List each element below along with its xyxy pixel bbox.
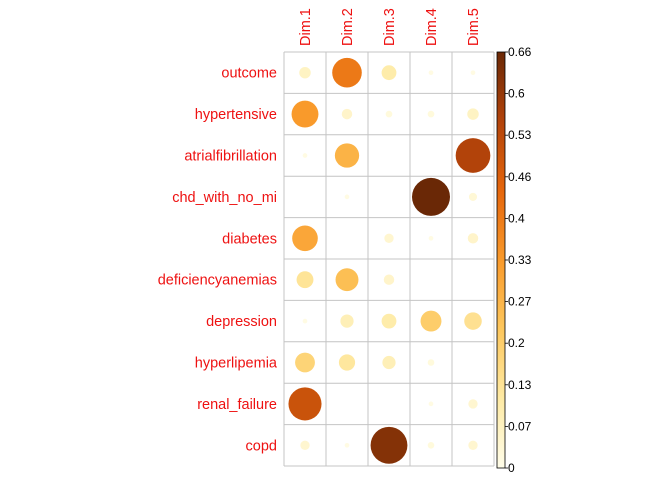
color-bar-tick-label: 0.6 (508, 87, 525, 101)
row-label: atrialfibrillation (184, 149, 277, 165)
value-circle (420, 310, 442, 332)
value-circle (467, 108, 479, 120)
value-circle (344, 194, 350, 200)
column-label: Dim.3 (382, 8, 398, 46)
value-circle (383, 274, 395, 285)
color-legend: 0 0.07 0.13 0.2 0.27 0.33 0.4 0.46 0.53 0.6 0.66 (496, 45, 532, 475)
value-circle (428, 401, 434, 407)
circle-markers (288, 57, 491, 464)
color-bar-tick-label: 0.07 (508, 419, 532, 433)
column-label: Dim.2 (340, 8, 356, 46)
value-circle (300, 440, 310, 450)
value-circle (427, 110, 435, 118)
row-label: copd (246, 438, 277, 454)
column-labels: Dim.1 Dim.2 Dim.3 Dim.4 Dim.5 (298, 8, 482, 46)
value-circle (291, 100, 319, 128)
value-circle (385, 110, 393, 118)
column-label: Dim.4 (424, 8, 440, 46)
column-label: Dim.1 (298, 8, 314, 46)
row-label: deficiencyanemias (158, 273, 277, 289)
value-circle (467, 233, 479, 244)
value-circle (427, 441, 435, 449)
row-label: outcome (221, 66, 277, 82)
value-circle (381, 65, 397, 81)
value-circle (340, 314, 354, 328)
value-circle (335, 268, 359, 292)
value-circle (412, 177, 450, 216)
value-circle (296, 271, 314, 289)
value-circle (464, 312, 482, 330)
row-label: renal_failure (197, 397, 277, 413)
value-circle (341, 108, 353, 120)
value-circle (302, 318, 308, 324)
value-circle (468, 399, 478, 409)
color-bar-tick-label: 0.33 (508, 253, 532, 267)
value-circle (370, 426, 408, 464)
color-bar-tick-label: 0.4 (508, 211, 525, 225)
color-bar-tick-label: 0.53 (508, 128, 532, 142)
value-circle (295, 352, 315, 373)
value-circle (428, 235, 434, 241)
value-circle (470, 70, 476, 76)
row-label: depression (206, 314, 277, 330)
color-bar-tick-label: 0.13 (508, 378, 532, 392)
color-bar-tick-label: 0.46 (508, 170, 532, 184)
row-label: diabetes (222, 231, 277, 247)
row-label: hypertensive (195, 107, 277, 123)
value-circle (334, 143, 360, 168)
value-circle (384, 233, 394, 243)
color-bar-tick-label: 0.27 (508, 295, 532, 309)
column-label: Dim.5 (466, 8, 482, 46)
value-circle (338, 354, 356, 371)
value-circle (381, 313, 397, 329)
color-bar-tick-label: 0.2 (508, 336, 525, 350)
color-bar-tick-label: 0 (508, 461, 515, 475)
row-label: hyperlipemia (195, 356, 278, 372)
plot-grid (283, 51, 495, 467)
value-circle (332, 57, 362, 88)
value-circle (428, 70, 434, 76)
value-circle (302, 153, 308, 158)
value-circle (468, 192, 478, 201)
value-circle (427, 359, 435, 366)
color-bar (496, 51, 506, 469)
value-circle (468, 440, 478, 450)
value-circle (288, 387, 322, 421)
row-labels: outcome hypertensive atrialfibrillation chd… (158, 66, 278, 455)
value-circle (382, 355, 396, 370)
value-circle (299, 66, 311, 79)
color-bar-tick-label: 0.66 (508, 45, 532, 59)
value-circle (455, 138, 491, 173)
value-circle (292, 225, 318, 252)
value-circle (344, 442, 350, 448)
row-label: chd_with_no_mi (172, 190, 277, 206)
